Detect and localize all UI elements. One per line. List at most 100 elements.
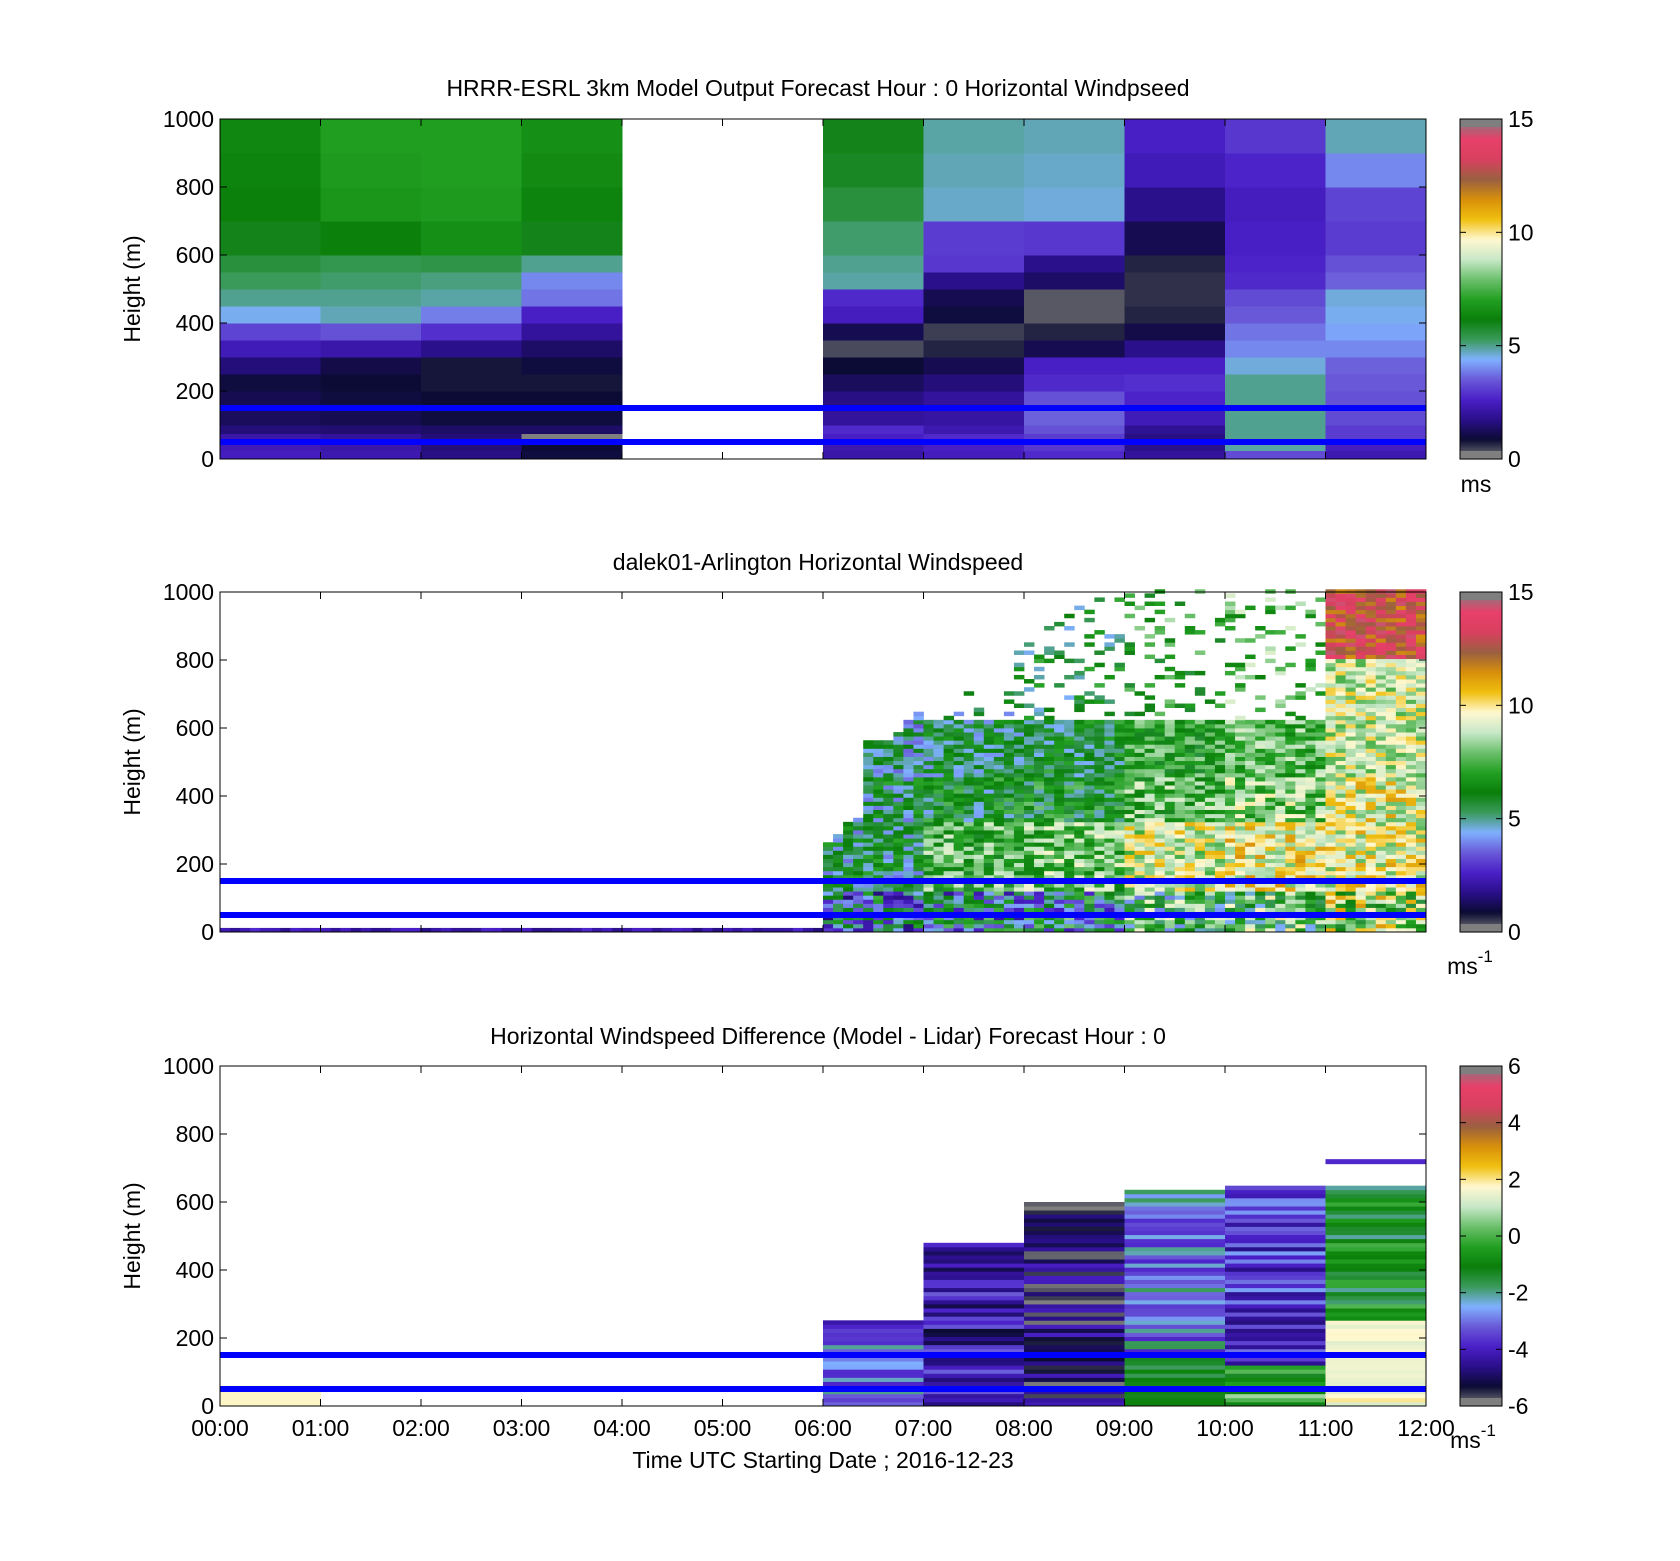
lidar-cell: [1415, 846, 1427, 851]
lidar-cell: [1315, 801, 1326, 806]
model-cell: [320, 153, 422, 188]
model-cell: [1024, 450, 1125, 460]
lidar-cell: [993, 805, 1005, 810]
lidar-cell: [1214, 842, 1226, 847]
difference-cell: [1225, 1222, 1326, 1227]
lidar-cell: [1345, 736, 1357, 741]
lidar-cell: [702, 927, 713, 933]
lidar-cell: [1174, 862, 1186, 868]
colorbar-segment: [1460, 1186, 1502, 1189]
lidar-cell: [1044, 626, 1055, 631]
lidar-cell: [993, 830, 1005, 835]
model-cell: [1024, 374, 1125, 392]
lidar-cell: [1214, 834, 1226, 839]
lidar-cell: [1064, 923, 1075, 929]
lidar-cell: [1225, 870, 1236, 876]
lidar-cell: [1003, 817, 1015, 823]
lidar-cell: [1415, 707, 1427, 713]
difference-cell: [1225, 1377, 1326, 1382]
lidar-cell: [1375, 821, 1387, 827]
colorbar-segment: [1460, 616, 1502, 619]
lidar-cell: [1174, 866, 1186, 872]
lidar-cell: [1415, 756, 1427, 762]
lidar-cell: [913, 850, 924, 855]
lidar-cell: [1194, 691, 1206, 696]
lidar-cell: [1345, 593, 1357, 598]
colorbar-segment: [1460, 423, 1502, 426]
lidar-cell: [1214, 858, 1226, 864]
colorbar-segment: [1460, 1276, 1502, 1279]
colorbar-segment: [1460, 768, 1502, 771]
lidar-cell: [1235, 850, 1246, 855]
model-cell: [1124, 306, 1226, 324]
lidar-cell: [1355, 752, 1367, 757]
lidar-cell: [1084, 748, 1095, 753]
colorbar-segment: [1460, 718, 1502, 721]
lidar-cell: [1104, 907, 1115, 912]
lidar-cell: [1395, 907, 1407, 912]
lidar-cell: [1295, 927, 1306, 933]
lidar-cell: [883, 899, 894, 904]
lidar-cell: [1325, 858, 1336, 864]
lidar-cell: [1204, 764, 1216, 770]
lidar-cell: [1375, 654, 1387, 660]
lidar-cell: [903, 903, 914, 908]
lidar-cell: [983, 883, 995, 888]
difference-cell: [1325, 1226, 1427, 1231]
lidar-cell: [983, 813, 995, 819]
colorbar-segment: [1460, 1318, 1502, 1321]
lidar-cell: [1054, 772, 1065, 778]
lidar-cell: [953, 756, 965, 762]
lidar-cell: [1415, 781, 1427, 786]
lidar-cell: [1034, 846, 1045, 851]
lidar-cell: [1275, 776, 1286, 782]
lidar-cell: [1305, 825, 1316, 831]
lidar-cell: [1124, 870, 1135, 876]
colorbar-segment: [1460, 1092, 1502, 1095]
lidar-cell: [1395, 715, 1407, 721]
lidar-cell: [1184, 874, 1196, 880]
lidar-cell: [1214, 756, 1226, 762]
model-cell: [1225, 255, 1326, 273]
lidar-cell: [923, 764, 934, 770]
colorbar-segment: [1460, 608, 1502, 611]
lidar-cell: [833, 891, 844, 896]
lidar-cell: [1114, 874, 1125, 880]
lidar-cell: [1315, 736, 1326, 741]
lidar-cell: [913, 830, 924, 835]
lidar-cell: [1325, 634, 1336, 639]
lidar-cell: [1335, 850, 1346, 855]
model-cell: [521, 272, 623, 290]
model-cell: [1225, 153, 1326, 188]
lidar-cell: [843, 862, 854, 868]
colorbar-segment: [1460, 876, 1502, 879]
colorbar-segment: [1460, 886, 1502, 889]
lidar-cell: [1194, 630, 1206, 635]
lidar-cell: [1305, 870, 1316, 876]
lidar-cell: [1245, 662, 1256, 668]
lidar-cell: [1194, 862, 1206, 868]
x-tick-label: 01:00: [292, 1415, 350, 1441]
lidar-cell: [1415, 650, 1427, 655]
lidar-cell: [973, 732, 985, 737]
lidar-cell: [1084, 732, 1095, 737]
lidar-cell: [1385, 919, 1397, 925]
colorbar-segment: [1460, 231, 1502, 234]
lidar-cell: [913, 744, 924, 749]
lidar-cell: [1034, 756, 1045, 762]
panel-lidar-x-ticks: [219, 592, 1427, 932]
lidar-cell: [1395, 809, 1407, 815]
lidar-cell: [1335, 764, 1346, 770]
lidar-cell: [1375, 707, 1387, 713]
lidar-cell: [1044, 817, 1055, 823]
lidar-cell: [1225, 854, 1236, 859]
lidar-cell: [1385, 891, 1397, 896]
lidar-cell: [1375, 813, 1387, 819]
lidar-cell: [1235, 813, 1246, 819]
lidar-cell: [1415, 883, 1427, 888]
lidar-cell: [1395, 719, 1407, 725]
lidar-cell: [1225, 748, 1236, 753]
difference-cell: [1225, 1320, 1326, 1325]
model-cell: [1325, 306, 1427, 324]
colorbar-segment: [1460, 746, 1502, 749]
